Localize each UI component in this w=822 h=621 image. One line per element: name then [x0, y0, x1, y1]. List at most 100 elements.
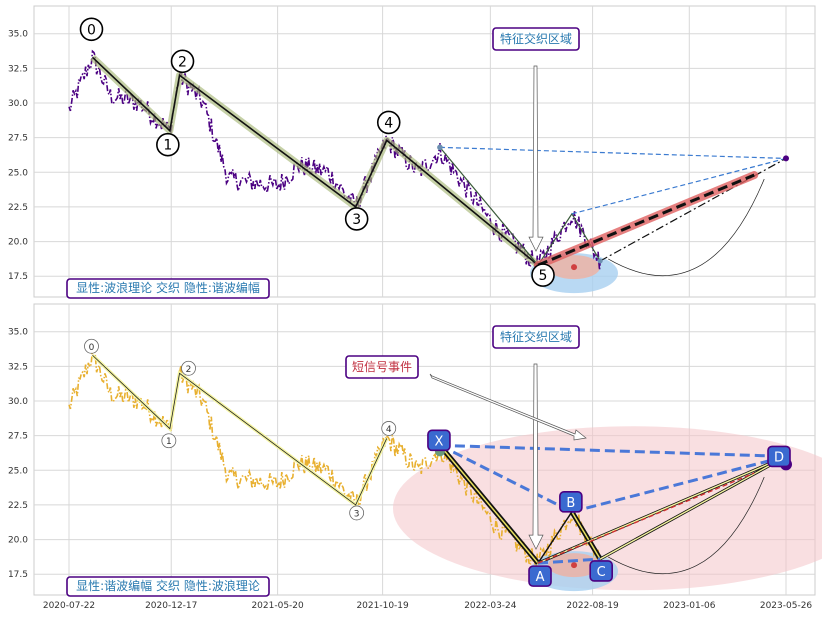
harmonic-label-x: X: [427, 429, 451, 452]
wave-label-circle: [170, 49, 195, 74]
chart-panel-bottom: 17.5 20.0 22.5 25.0 27.5 30.0 32.5 35.0 2020-07-…: [8, 303, 822, 611]
x-tick-label: 2021-05-20: [251, 601, 304, 611]
wave-label-text: 4: [386, 425, 392, 435]
y-tick-label: 35.0: [8, 30, 28, 40]
wave-label-circle: [381, 421, 397, 436]
y-tick-label: 17.5: [8, 570, 28, 580]
harmonic-label-a: A: [528, 565, 552, 587]
bd-dashed: [571, 454, 787, 514]
chart-panel-top: 17.5 20.0 22.5 25.0 27.5 30.0 32.5 35.0 0 1 2 3 4 5 特征…: [8, 5, 816, 299]
wave-label-5: 5: [531, 263, 555, 287]
projection-arc: [608, 178, 765, 277]
harmonic-label-text: X: [434, 434, 443, 449]
price-series: [68, 49, 601, 273]
wave-label-circle: [84, 338, 99, 354]
signal-arrow: [429, 373, 587, 441]
wave-label-4: 4: [381, 421, 397, 436]
legend-annotation-box: [66, 278, 270, 299]
y-tick-label: 17.5: [8, 272, 28, 282]
harmonic-label-text: B: [566, 496, 575, 511]
xa-leg-inner: [439, 444, 539, 564]
y-tick-label: 20.0: [8, 536, 28, 546]
zone-center-dot: [571, 264, 578, 271]
x-tick-label: 2020-12-17: [145, 601, 197, 611]
y-tick-label: 25.0: [8, 466, 28, 476]
y-tick-label: 20.0: [8, 238, 28, 248]
wave-label-text: 4: [384, 115, 393, 131]
wave-label-3: 3: [349, 505, 365, 521]
y-tick-label: 27.5: [8, 432, 28, 442]
harmonic-label-text: D: [774, 450, 784, 465]
wave-label-3: 3: [344, 207, 369, 231]
harmonic-label-box: [427, 429, 451, 452]
y-tick-label: 32.5: [8, 362, 28, 372]
wave-label-circle: [531, 263, 555, 287]
projection-line: [537, 472, 755, 564]
y-tick-label: 22.5: [8, 501, 28, 511]
x-tick-label: 2020-07-22: [43, 601, 95, 611]
y-tick-label: 22.5: [8, 203, 28, 213]
cd-leg-inner: [599, 455, 787, 560]
wave-line: [92, 354, 388, 506]
wave-label-text: 0: [89, 343, 95, 353]
wave-label-text: 1: [166, 437, 172, 447]
wave-label-circle: [344, 207, 369, 231]
zone-arrow: [528, 363, 544, 550]
xd-dashed: [439, 146, 787, 160]
y-tick-label: 27.5: [8, 134, 28, 144]
zone-annotation-text: 特征交织区域: [500, 329, 572, 344]
wave-label-circle: [79, 17, 104, 42]
zone-annotation-text: 特征交织区域: [500, 31, 572, 46]
wave-label-2: 2: [181, 360, 196, 376]
harmonic-label-c: C: [589, 560, 613, 582]
bd-dashed: [571, 157, 787, 215]
signal-annotation-box: [345, 355, 419, 379]
bc-leg-inner: [571, 511, 601, 560]
wave-line: [91, 56, 539, 266]
harmonic-label-box: [767, 445, 791, 468]
wave-label-4: 4: [376, 110, 401, 135]
harmonic-line: [439, 146, 601, 267]
wave-label-text: 5: [539, 268, 548, 284]
wave-label-0: 0: [84, 338, 99, 354]
signal-annotation-text: 短信号事件: [352, 360, 412, 374]
wave-label-text: 3: [354, 509, 360, 519]
wave-label-1: 1: [161, 433, 177, 449]
wave-label-0: 0: [79, 17, 104, 42]
harmonic-label-text: C: [597, 565, 606, 580]
plot-area: [33, 5, 816, 298]
x-tick-label: 2023-01-06: [663, 601, 716, 611]
y-tick-label: 35.0: [8, 328, 28, 338]
point-c-marker: [597, 258, 603, 264]
xb-dashed: [439, 444, 573, 514]
harmonic-label-box: [528, 565, 552, 587]
wave-label-2: 2: [170, 49, 195, 74]
wave-label-circle: [161, 433, 177, 449]
projection-line: [537, 173, 755, 267]
legend-annotation-text: 显性:波浪理论 交织 隐性:谐波编幅: [76, 280, 260, 295]
ac-dashed: [537, 557, 601, 565]
x-tick-label: 2022-08-19: [566, 601, 619, 611]
projection-arc: [608, 476, 765, 575]
ab-leg: [537, 511, 573, 564]
zone-center-dot: [571, 562, 578, 569]
wave-label-text: 2: [186, 365, 192, 375]
wave-label-circle: [349, 505, 365, 521]
point-x-marker: [437, 144, 443, 151]
signal-region: [393, 426, 822, 591]
x-tick-label: 2022-03-24: [464, 601, 517, 611]
legend-annotation-box: [66, 576, 270, 597]
xd-dashed: [439, 443, 787, 458]
wave-label-1: 1: [156, 132, 180, 157]
x-tick-label: 2021-10-19: [356, 601, 409, 611]
x-tick-label: 2023-05-26: [760, 601, 813, 611]
harmonic-label-box: [559, 491, 583, 513]
harmonic-label-b: B: [559, 491, 583, 513]
wave-label-text: 1: [163, 138, 172, 154]
wave-label-circle: [376, 110, 401, 135]
wave-label-circle: [181, 360, 196, 376]
harmonic-label-text: A: [536, 570, 545, 585]
y-tick-label: 30.0: [8, 397, 28, 407]
wave-label-text: 0: [87, 22, 96, 38]
